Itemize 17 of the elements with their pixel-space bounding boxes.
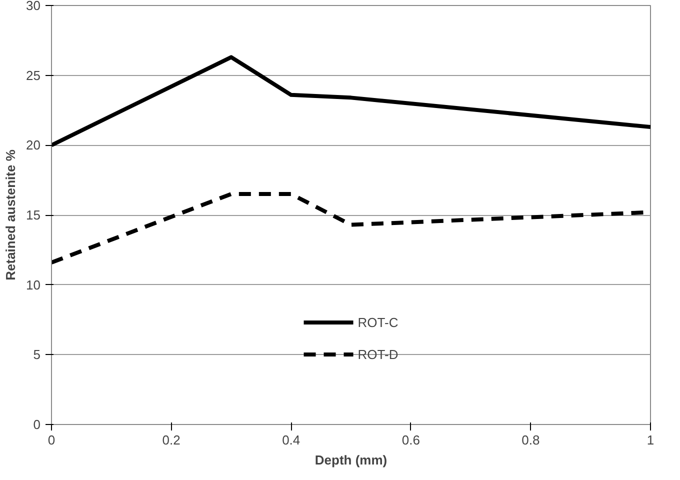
x-tick-label: 0.2 [162,432,180,448]
x-tick-label: 0.4 [282,432,300,448]
y-tick-label: 25 [26,68,41,83]
y-tick-label: 10 [26,277,41,292]
legend-label: ROT-C [358,314,398,330]
y-tick-label: 0 [33,417,41,432]
y-tick-label: 30 [26,0,41,13]
x-tick-label: 0.8 [522,432,540,448]
y-tick-label: 5 [33,347,41,362]
y-tick-label: 20 [26,138,41,153]
y-tick-label: 15 [26,208,41,222]
y-axis-title: Retained austenite % [3,149,18,280]
x-tick-label: 1 [646,432,654,448]
x-axis-title: Depth (mm) [314,452,388,468]
x-tick-label: 0 [48,432,56,448]
legend-label: ROT-D [358,346,398,362]
x-tick-label: 0.6 [402,432,420,448]
